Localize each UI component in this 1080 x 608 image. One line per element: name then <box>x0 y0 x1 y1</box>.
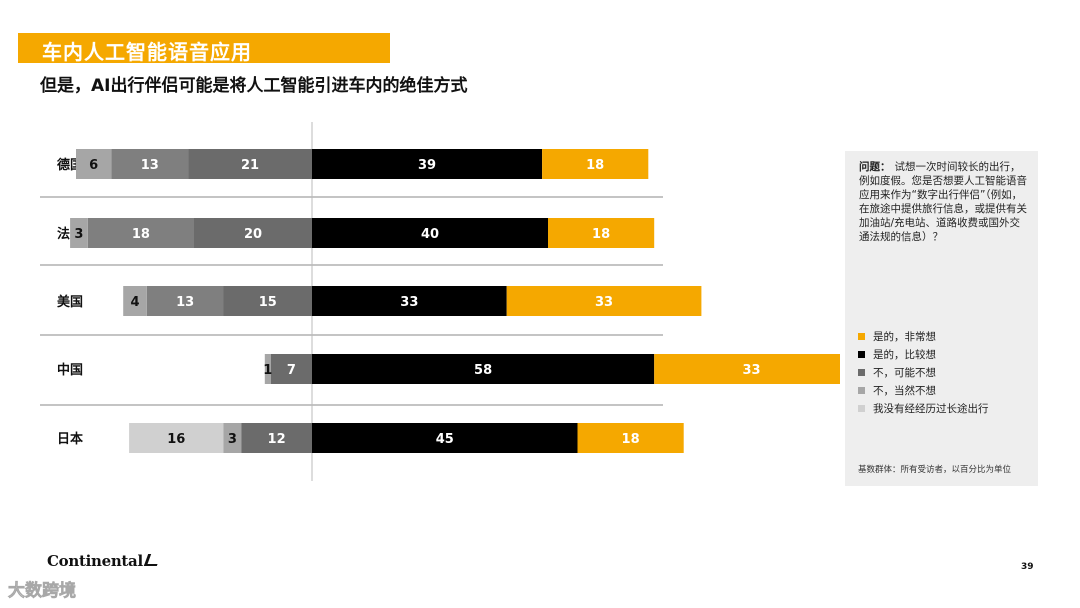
category-label: 中国 <box>57 362 83 378</box>
bar-segment <box>577 423 684 453</box>
bar-segment <box>223 423 242 453</box>
legend-label: 不，当然不想 <box>873 384 936 397</box>
bar-segment <box>146 286 224 316</box>
data-label: 4 <box>130 295 139 310</box>
bar-segment <box>264 354 271 384</box>
data-label: 33 <box>595 295 613 310</box>
info-panel: 问题： 试想一次时间较长的出行，例如度假。您是否想要人工智能语音应用来作为“数字出… <box>845 151 1038 486</box>
question-body: 试想一次时间较长的出行，例如度假。您是否想要人工智能语音应用来作为“数字出行伴侣… <box>859 161 1027 243</box>
bar-segment <box>548 218 655 248</box>
data-label: 3 <box>74 227 83 242</box>
data-label: 3 <box>228 432 237 447</box>
question-text-block: 问题： 试想一次时间较长的出行，例如度假。您是否想要人工智能语音应用来作为“数字出… <box>859 160 1029 244</box>
data-label: 6 <box>89 158 98 173</box>
legend-item: 是的，比较想 <box>858 345 989 363</box>
bar-segment <box>312 149 543 179</box>
legend-label: 是的，非常想 <box>873 330 936 343</box>
bar-segment <box>542 149 649 179</box>
logo-text: Continental <box>47 552 143 570</box>
bar-segment <box>87 218 194 248</box>
data-label: 7 <box>287 363 296 378</box>
bar-segment <box>654 354 840 384</box>
legend-swatch <box>858 332 865 340</box>
legend-label: 不，可能不想 <box>873 366 936 379</box>
page-number: 39 <box>1021 562 1034 572</box>
bar-segment <box>70 218 88 248</box>
legend-swatch <box>858 386 865 394</box>
bar-segment <box>312 218 548 248</box>
data-label: 1 <box>263 363 272 378</box>
bar-segment <box>312 354 655 384</box>
data-label: 39 <box>418 158 436 173</box>
legend-swatch <box>858 368 865 376</box>
legend-item: 我没有经经历过长途出行 <box>858 399 989 417</box>
bar-segment <box>241 423 312 453</box>
bar-segment <box>129 423 224 453</box>
data-label: 45 <box>436 432 454 447</box>
legend-label: 是的，比较想 <box>873 348 936 361</box>
category-label: 日本 <box>57 431 83 447</box>
data-label: 15 <box>259 295 277 310</box>
legend-label: 我没有经经历过长途出行 <box>873 402 989 415</box>
question-label: 问题： <box>859 161 891 173</box>
horse-icon <box>143 554 162 566</box>
data-label: 21 <box>241 158 259 173</box>
data-label: 33 <box>400 295 418 310</box>
legend-swatch <box>858 404 865 412</box>
data-label: 16 <box>167 432 185 447</box>
data-label: 58 <box>474 363 492 378</box>
chart-legend: 是的，非常想 是的，比较想 不，可能不想 不，当然不想我没有经经历过长途出行 <box>858 327 989 417</box>
category-label: 美国 <box>57 294 83 310</box>
title-bar: 车内人工智能语音应用 <box>18 33 390 64</box>
data-label: 18 <box>586 158 604 173</box>
bar-segment <box>123 286 147 316</box>
bar-segment <box>506 286 702 316</box>
bar-segment <box>312 286 507 316</box>
bar-segment <box>111 149 189 179</box>
base-note: 基数群体：所有受访者，以百分比为单位 <box>858 465 1012 475</box>
bar-segment <box>312 423 578 453</box>
data-label: 18 <box>622 432 640 447</box>
bar-segment <box>223 286 312 316</box>
data-label: 20 <box>244 227 262 242</box>
legend-item: 不，当然不想 <box>858 381 989 399</box>
data-label: 18 <box>592 227 610 242</box>
legend-item: 是的，非常想 <box>858 327 989 345</box>
page-title: 车内人工智能语音应用 <box>42 40 252 64</box>
page-subtitle: 但是，AI出行伴侣可能是将人工智能引进车内的绝佳方式 <box>40 76 468 96</box>
bar-segment <box>194 218 312 248</box>
bar-segment <box>76 149 112 179</box>
data-label: 13 <box>141 158 159 173</box>
legend-swatch <box>858 350 865 358</box>
bar-segment <box>270 354 312 384</box>
watermark: 大数跨境 <box>8 581 77 602</box>
bar-segment <box>188 149 312 179</box>
legend-item: 不，可能不想 <box>858 363 989 381</box>
data-label: 18 <box>132 227 150 242</box>
continental-logo: Continental <box>47 552 162 570</box>
data-label: 12 <box>268 432 286 447</box>
data-label: 40 <box>421 227 439 242</box>
data-label: 33 <box>743 363 761 378</box>
data-label: 13 <box>176 295 194 310</box>
